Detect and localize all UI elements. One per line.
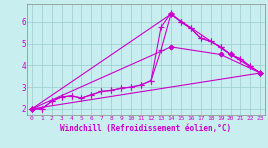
X-axis label: Windchill (Refroidissement éolien,°C): Windchill (Refroidissement éolien,°C): [61, 124, 232, 133]
